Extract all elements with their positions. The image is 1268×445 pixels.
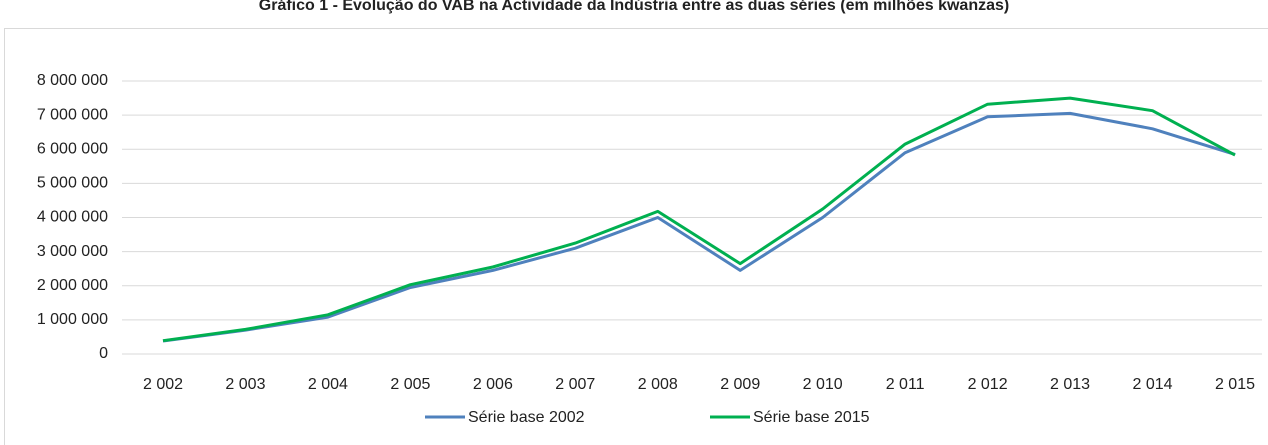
x-tick-label: 2 014 bbox=[1132, 376, 1172, 393]
x-tick-label: 2 013 bbox=[1050, 376, 1090, 393]
x-tick-label: 2 005 bbox=[390, 376, 430, 393]
y-tick-label: 7 000 000 bbox=[37, 106, 108, 123]
chart-frame bbox=[4, 28, 1268, 445]
x-tick-label: 2 010 bbox=[803, 376, 843, 393]
y-tick-label: 3 000 000 bbox=[37, 243, 108, 260]
y-tick-label: 2 000 000 bbox=[37, 277, 108, 294]
y-tick-label: 1 000 000 bbox=[37, 311, 108, 328]
series-line bbox=[162, 96, 1236, 343]
legend-label: Série base 2015 bbox=[753, 409, 870, 426]
x-tick-label: 2 015 bbox=[1215, 376, 1255, 393]
x-tick-label: 2 004 bbox=[308, 376, 348, 393]
x-tick-label: 2 007 bbox=[555, 376, 595, 393]
y-tick-label: 4 000 000 bbox=[37, 209, 108, 226]
x-tick-label: 2 012 bbox=[968, 376, 1008, 393]
y-tick-label: 0 bbox=[99, 345, 108, 362]
series-line bbox=[162, 111, 1236, 343]
x-tick-label: 2 006 bbox=[473, 376, 513, 393]
x-tick-label: 2 002 bbox=[143, 376, 183, 393]
chart-title: Gráfico 1 - Evolução do VAB na Actividad… bbox=[259, 0, 1009, 14]
y-tick-label: 6 000 000 bbox=[37, 140, 108, 157]
x-tick-label: 2 008 bbox=[638, 376, 678, 393]
y-tick-label: 8 000 000 bbox=[37, 72, 108, 89]
legend-label: Série base 2002 bbox=[468, 409, 585, 426]
x-tick-label: 2 011 bbox=[886, 376, 925, 393]
y-tick-label: 5 000 000 bbox=[37, 175, 108, 192]
x-tick-label: 2 003 bbox=[225, 376, 265, 393]
x-tick-label: 2 009 bbox=[720, 376, 760, 393]
